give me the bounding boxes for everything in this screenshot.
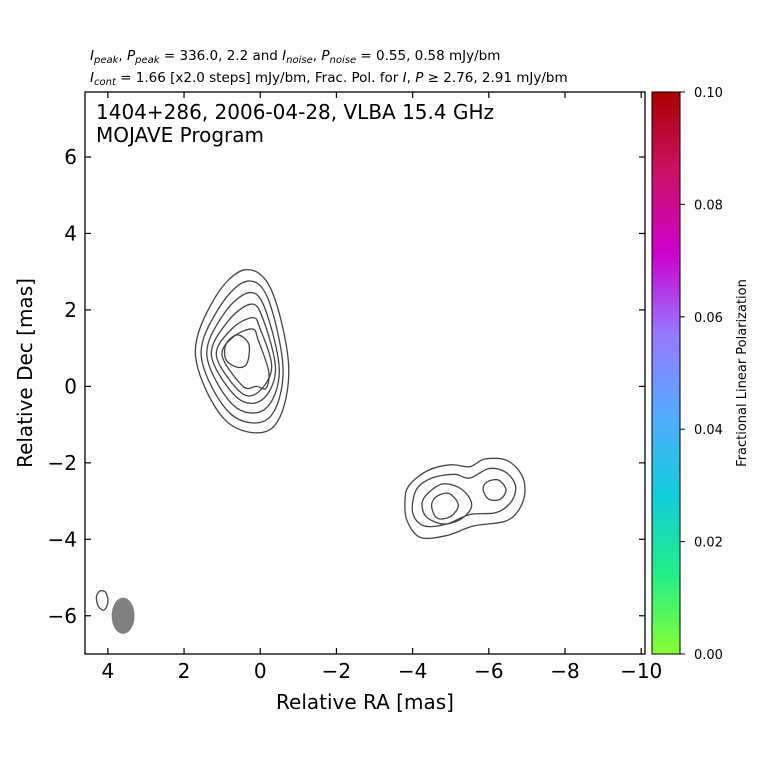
x-axis-label: Relative RA [mas] xyxy=(276,690,454,714)
core-contour-7 xyxy=(223,334,251,369)
y-tick-label: −2 xyxy=(48,451,77,475)
x-tick-label: −6 xyxy=(474,659,503,683)
core-contour-5 xyxy=(215,316,273,397)
plot-frame xyxy=(84,91,646,655)
y-tick-label: 2 xyxy=(64,298,77,322)
colorbar-tick-label: 0.00 xyxy=(694,648,723,663)
y-axis-label: Relative Dec [mas] xyxy=(13,278,37,468)
y-tick-label: −6 xyxy=(48,604,77,628)
jet-feature-contour-2 xyxy=(411,467,517,528)
jet-feature-contour-1 xyxy=(404,457,526,540)
jet-feature-contour-5 xyxy=(482,478,507,502)
small-blob-contour-1 xyxy=(95,590,109,611)
colorbar-label: Fractional Linear Polarization xyxy=(735,279,750,467)
colorbar-tick-label: 0.08 xyxy=(694,198,723,213)
x-tick-label: 0 xyxy=(254,659,267,683)
x-tick-label: −2 xyxy=(322,659,351,683)
colorbar-tick-label: 0.04 xyxy=(694,423,723,438)
core-contour-1 xyxy=(194,268,290,434)
colorbar-tick-label: 0.02 xyxy=(694,536,723,551)
y-axis-ticks: 6 4 2 0 −2 −4 −6 xyxy=(48,145,645,628)
x-tick-label: −4 xyxy=(398,659,427,683)
colorbar-tick-label: 0.06 xyxy=(694,311,723,326)
x-tick-label: 2 xyxy=(178,659,191,683)
colorbar xyxy=(651,91,681,655)
jet-feature-contour-4 xyxy=(430,492,459,520)
header-line-2: Icont = 1.66 [x2.0 steps] mJy/bm, Frac. … xyxy=(90,70,568,88)
jet-feature-contour-3 xyxy=(421,483,473,525)
core-contour-4 xyxy=(210,303,277,404)
y-tick-label: 6 xyxy=(64,145,77,169)
y-tick-label: −4 xyxy=(48,527,77,551)
beam-ellipse xyxy=(111,597,135,634)
x-tick-label: −10 xyxy=(620,659,662,683)
header-line-1: Ipeak, Ppeak = 336.0, 2.2 and Inoise, Pn… xyxy=(90,48,501,66)
x-tick-label: −8 xyxy=(550,659,579,683)
y-tick-label: 4 xyxy=(64,221,77,245)
y-tick-label: 0 xyxy=(64,374,77,398)
map-title: 1404+286, 2006-04-28, VLBA 15.4 GHz xyxy=(96,100,494,124)
contour-layer xyxy=(95,268,526,611)
colorbar-tick-label: 0.10 xyxy=(694,86,723,101)
map-subtitle: MOJAVE Program xyxy=(96,123,264,147)
core-contour-2 xyxy=(200,280,284,424)
x-axis-ticks: 4 2 0 −2 −4 −6 −8 −10 xyxy=(101,92,662,683)
core-contour-3 xyxy=(206,291,280,414)
colorbar-ticks: 0.00 0.02 0.04 0.06 0.08 0.10 xyxy=(680,86,723,663)
x-tick-label: 4 xyxy=(101,659,114,683)
